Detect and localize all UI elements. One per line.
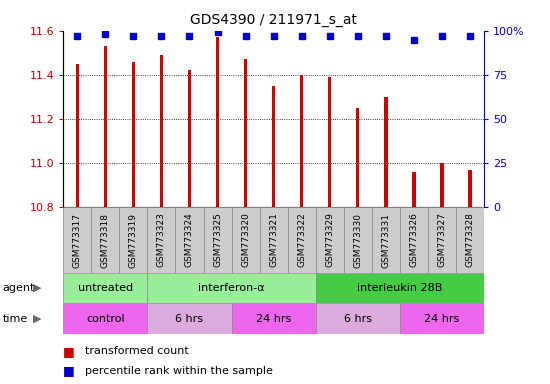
Bar <box>175 207 204 273</box>
Bar <box>400 303 484 334</box>
Text: agent: agent <box>3 283 35 293</box>
Bar <box>316 207 344 273</box>
Text: interleukin 28B: interleukin 28B <box>357 283 443 293</box>
Text: GSM773331: GSM773331 <box>381 213 390 268</box>
Bar <box>131 61 135 207</box>
Bar <box>288 207 316 273</box>
Text: untreated: untreated <box>78 283 133 293</box>
Bar <box>188 71 191 207</box>
Bar <box>384 97 388 207</box>
Text: 24 hrs: 24 hrs <box>424 314 460 324</box>
Text: ▶: ▶ <box>33 283 42 293</box>
Bar <box>216 37 219 207</box>
Bar <box>372 207 400 273</box>
Bar <box>456 207 484 273</box>
Text: GSM773330: GSM773330 <box>353 213 362 268</box>
Bar <box>63 273 147 303</box>
Bar <box>428 207 456 273</box>
Bar <box>412 172 416 207</box>
Bar <box>63 207 91 273</box>
Text: GSM773317: GSM773317 <box>73 213 82 268</box>
Bar <box>316 273 484 303</box>
Bar <box>316 303 400 334</box>
Title: GDS4390 / 211971_s_at: GDS4390 / 211971_s_at <box>190 13 357 27</box>
Text: transformed count: transformed count <box>85 346 189 356</box>
Bar <box>147 273 316 303</box>
Text: ■: ■ <box>63 345 75 358</box>
Text: GSM773324: GSM773324 <box>185 213 194 267</box>
Text: 6 hrs: 6 hrs <box>344 314 372 324</box>
Bar <box>103 46 107 207</box>
Text: GSM773321: GSM773321 <box>269 213 278 268</box>
Text: GSM773323: GSM773323 <box>157 213 166 268</box>
Bar <box>468 170 472 207</box>
Bar <box>356 108 360 207</box>
Bar <box>232 303 316 334</box>
Text: control: control <box>86 314 125 324</box>
Bar <box>300 75 304 207</box>
Text: percentile rank within the sample: percentile rank within the sample <box>85 366 273 376</box>
Bar <box>204 207 232 273</box>
Bar <box>328 77 332 207</box>
Text: GSM773319: GSM773319 <box>129 213 138 268</box>
Bar <box>440 163 444 207</box>
Text: GSM773327: GSM773327 <box>437 213 447 268</box>
Bar <box>160 55 163 207</box>
Bar <box>91 207 119 273</box>
Bar <box>147 207 175 273</box>
Bar <box>232 207 260 273</box>
Text: GSM773325: GSM773325 <box>213 213 222 268</box>
Bar <box>244 60 248 207</box>
Bar <box>344 207 372 273</box>
Bar <box>400 207 428 273</box>
Text: GSM773328: GSM773328 <box>465 213 475 268</box>
Text: GSM773320: GSM773320 <box>241 213 250 268</box>
Text: GSM773326: GSM773326 <box>409 213 419 268</box>
Bar <box>75 64 79 207</box>
Text: 6 hrs: 6 hrs <box>175 314 204 324</box>
Bar <box>119 207 147 273</box>
Text: GSM773322: GSM773322 <box>297 213 306 267</box>
Bar <box>272 86 276 207</box>
Text: ▶: ▶ <box>33 314 42 324</box>
Text: time: time <box>3 314 28 324</box>
Text: interferon-α: interferon-α <box>198 283 265 293</box>
Bar <box>63 303 147 334</box>
Text: GSM773329: GSM773329 <box>325 213 334 268</box>
Bar <box>147 303 232 334</box>
Text: 24 hrs: 24 hrs <box>256 314 292 324</box>
Bar <box>260 207 288 273</box>
Text: ■: ■ <box>63 364 75 377</box>
Text: GSM773318: GSM773318 <box>101 213 110 268</box>
